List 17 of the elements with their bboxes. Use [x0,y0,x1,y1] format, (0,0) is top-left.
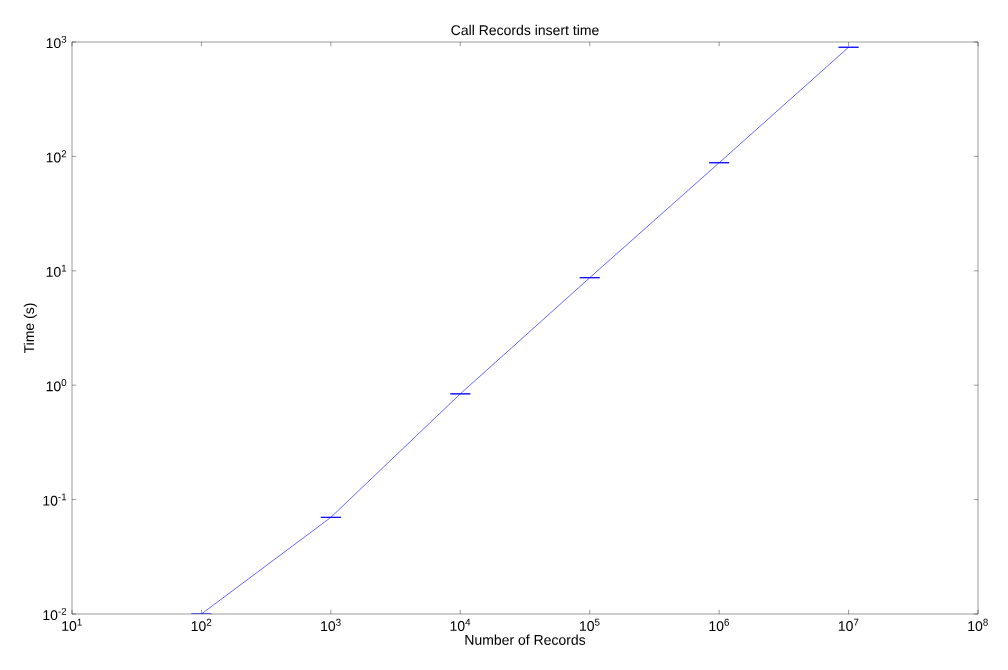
y-tick-label: 10$^{1}$ [46,264,67,277]
x-tick-label: 10$^{4}$ [450,618,471,631]
y-axis-title: Time (s) [23,303,37,354]
x-tick-label: 10$^{8}$ [968,618,988,632]
y-tick-label: 10$^{-2}$ [43,607,67,621]
x-tick-label: 10$^{1}$ [62,618,82,631]
y-tick-label: 10$^{3}$ [46,35,67,49]
x-tick-label: 10$^{3}$ [321,618,341,632]
y-tick-label: 10$^{2}$ [46,150,67,163]
y-tick-label: 10$^{-1}$ [43,493,67,506]
x-axis-title: Number of Records [465,634,586,645]
x-tick-label: 10$^{5}$ [580,618,600,631]
x-tick-label: 10$^{2}$ [191,618,212,632]
x-tick-label: 10$^{6}$ [709,618,729,632]
x-tick-label: 10$^{7}$ [838,618,859,631]
y-tick-label: 10$^{0}$ [46,379,67,392]
chart-title: Call Records insert time [451,24,599,36]
